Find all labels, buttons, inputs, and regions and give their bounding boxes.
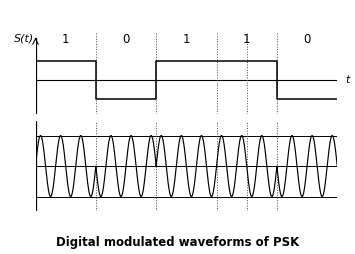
Text: 0: 0: [304, 34, 311, 46]
Text: t: t: [346, 75, 350, 85]
Text: Digital modulated waveforms of PSK: Digital modulated waveforms of PSK: [56, 236, 299, 249]
Text: 1: 1: [243, 34, 251, 46]
Text: 0: 0: [122, 34, 130, 46]
Text: 1: 1: [62, 34, 70, 46]
Text: 1: 1: [182, 34, 190, 46]
Text: S(t): S(t): [14, 33, 34, 43]
